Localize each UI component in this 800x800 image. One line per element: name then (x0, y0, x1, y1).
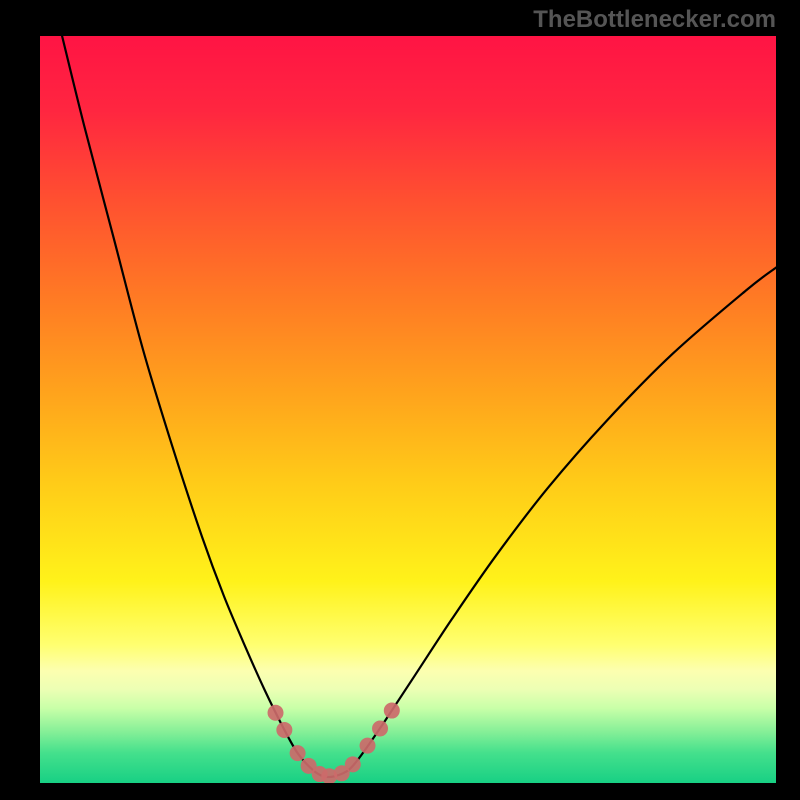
marker-point (384, 703, 400, 719)
plot-background-gradient (40, 36, 776, 783)
marker-point (372, 720, 388, 736)
bottleneck-chart (0, 0, 800, 800)
marker-point (276, 722, 292, 738)
marker-point (268, 705, 284, 721)
chart-stage: TheBottlenecker.com (0, 0, 800, 800)
marker-point (290, 745, 306, 761)
marker-point (360, 738, 376, 754)
marker-point (345, 756, 361, 772)
